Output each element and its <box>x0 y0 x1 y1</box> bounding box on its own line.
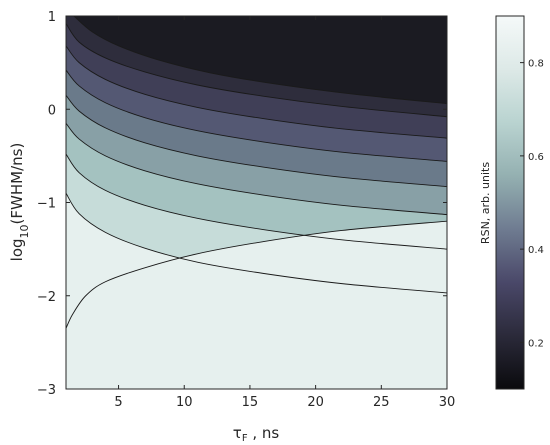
y-tick-label: 0 <box>48 103 56 118</box>
contour-line-0.15 <box>73 16 447 105</box>
y-tick-label: −3 <box>37 383 56 398</box>
colorbar-tick-label: 0.6 <box>528 152 544 163</box>
x-tick-label: 20 <box>307 395 324 410</box>
x-tick-label: 25 <box>373 395 390 410</box>
x-axis: 5 10 15 20 25 30 <box>114 16 455 410</box>
contour-line-0.45 <box>66 69 447 162</box>
contour-line-0.35 <box>66 45 447 139</box>
contour-line-0.55 <box>66 94 447 188</box>
contour-line-0.65 <box>66 122 447 216</box>
colorbar-ticks: 0.2 0.4 0.6 0.8 <box>520 59 544 349</box>
contour-line-0.75 <box>66 153 447 250</box>
contour-fills <box>66 16 447 389</box>
contour-lines <box>66 16 447 329</box>
colorbar-tick-label: 0.8 <box>528 59 544 70</box>
y-tick-label: 1 <box>48 10 56 25</box>
x-tick-label: 30 <box>439 395 456 410</box>
x-tick-label: 15 <box>242 395 259 410</box>
colorbar-tick-label: 0.2 <box>528 338 544 349</box>
contour-line-0.85 <box>66 192 447 294</box>
y-tick-label: −1 <box>37 197 56 212</box>
y-axis: 1 0 −1 −2 −3 <box>37 10 447 398</box>
colorbar-label: RSN, arb. units <box>479 162 492 244</box>
colorbar <box>495 15 525 390</box>
contour-line-0.9 <box>66 220 447 329</box>
colorbar-tick-label: 0.4 <box>528 245 544 256</box>
y-tick-label: −2 <box>37 290 56 305</box>
x-axis-title: τF , ns <box>233 424 280 444</box>
y-axis-title: log10(FWHM/ns) <box>8 143 31 262</box>
contour-line-0.25 <box>66 23 447 118</box>
x-tick-label: 5 <box>114 395 122 410</box>
x-tick-label: 10 <box>176 395 193 410</box>
